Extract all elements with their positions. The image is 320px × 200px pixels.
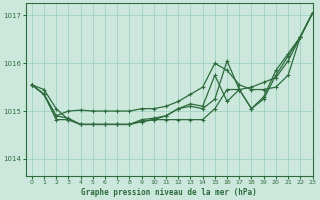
X-axis label: Graphe pression niveau de la mer (hPa): Graphe pression niveau de la mer (hPa) (81, 188, 257, 197)
